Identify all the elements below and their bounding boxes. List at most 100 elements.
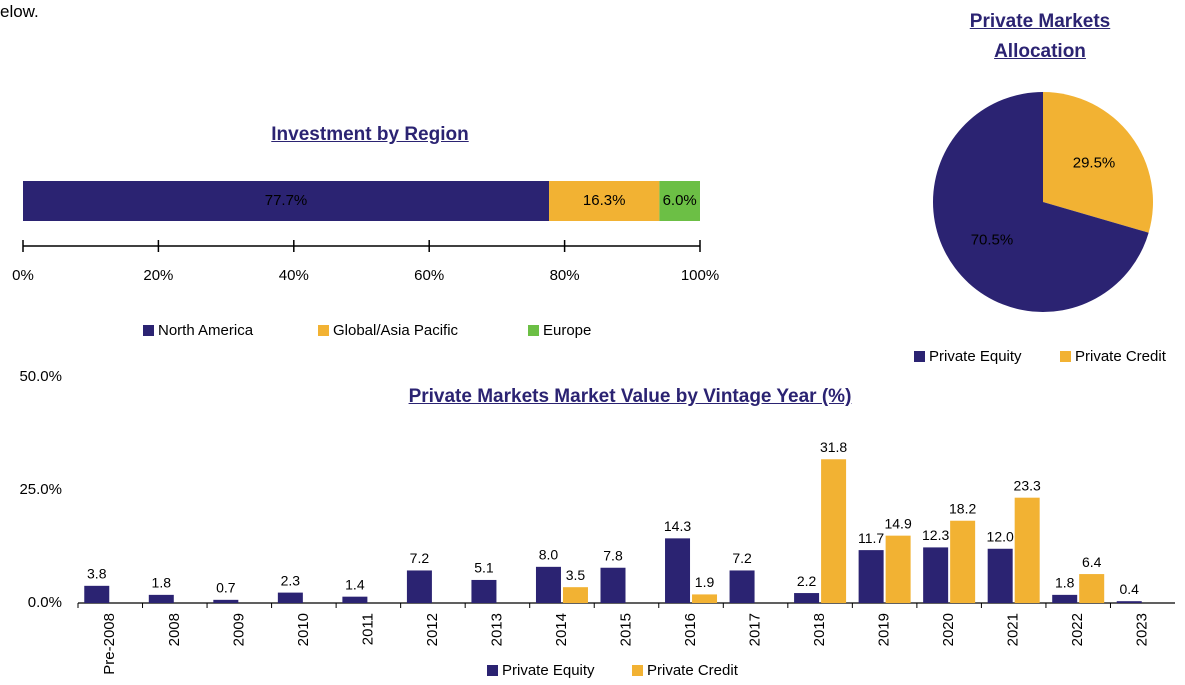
data-label: 7.2 — [410, 550, 430, 566]
x-tick-label: 2011 — [359, 613, 376, 645]
data-label: 12.3 — [922, 527, 949, 543]
x-tick-label: 100% — [681, 267, 719, 284]
data-label: 3.5 — [566, 567, 586, 583]
data-label: 3.8 — [87, 566, 107, 582]
data-label: 1.4 — [345, 576, 365, 592]
data-label: 23.3 — [1014, 477, 1041, 493]
legend-swatch — [632, 665, 643, 676]
x-tick-label: 2010 — [295, 613, 312, 646]
legend-swatch — [143, 325, 154, 336]
x-tick-label: 2022 — [1069, 613, 1086, 646]
x-tick-label: 2021 — [1005, 613, 1022, 646]
x-tick-label: 60% — [414, 267, 444, 284]
bar — [535, 566, 561, 603]
x-tick-label: 2023 — [1134, 613, 1151, 646]
legend-swatch — [528, 325, 539, 336]
data-label: 14.9 — [884, 515, 911, 531]
x-tick-label: 20% — [143, 267, 173, 284]
x-tick-label: 2008 — [166, 613, 183, 646]
data-label: 18.2 — [949, 500, 976, 516]
legend-label: Europe — [543, 322, 591, 339]
legend-label: North America — [158, 322, 254, 339]
x-tick-label: 2013 — [488, 613, 505, 646]
x-tick-label: 2014 — [553, 613, 570, 646]
legend-swatch — [914, 351, 925, 362]
data-label: 2.3 — [281, 572, 301, 588]
data-label: 7.8 — [603, 547, 623, 563]
bar — [562, 587, 588, 603]
bar — [84, 585, 110, 603]
x-tick-label: 2020 — [940, 613, 957, 646]
data-label: 0.4 — [1120, 581, 1140, 597]
x-tick-label: 80% — [550, 267, 580, 284]
data-label: 70.5% — [971, 231, 1014, 248]
data-label: 1.9 — [695, 574, 715, 590]
legend-swatch — [1060, 351, 1071, 362]
x-tick-label: 2016 — [682, 613, 699, 646]
header-text: elow. — [0, 2, 39, 21]
data-label: 8.0 — [539, 547, 559, 563]
bar — [950, 520, 976, 603]
y-tick-label: 0.0% — [28, 594, 62, 611]
data-label: 31.8 — [820, 439, 847, 455]
data-label: 11.7 — [858, 530, 884, 546]
data-label: 1.8 — [152, 575, 172, 591]
bar — [987, 548, 1013, 603]
legend-label: Private Equity — [929, 348, 1022, 365]
data-label: 14.3 — [664, 518, 691, 534]
bar — [858, 550, 884, 603]
bar — [342, 596, 368, 603]
chart-title: Investment by Region — [271, 124, 469, 145]
legend-label: Private Equity — [502, 662, 595, 679]
bar — [821, 459, 847, 603]
x-tick-label: 40% — [279, 267, 309, 284]
data-label: 16.3% — [583, 192, 626, 209]
bar — [1052, 594, 1078, 603]
bar — [729, 570, 755, 603]
x-tick-label: Pre-2008 — [101, 613, 118, 675]
x-tick-label: 2018 — [811, 613, 828, 646]
data-label: 29.5% — [1073, 155, 1116, 172]
y-tick-label: 50.0% — [19, 368, 62, 385]
x-tick-label: 0% — [12, 267, 34, 284]
x-tick-label: 2015 — [617, 613, 634, 646]
bar — [1079, 574, 1105, 603]
bar-segment — [23, 181, 550, 221]
x-tick-label: 2017 — [747, 613, 764, 646]
data-label: 2.2 — [797, 573, 817, 589]
bar — [885, 535, 911, 603]
bar — [406, 570, 432, 603]
bar — [277, 592, 303, 603]
data-label: 1.8 — [1055, 575, 1075, 591]
pie-slice — [1043, 92, 1153, 233]
data-label: 7.2 — [732, 550, 752, 566]
data-label: 6.0% — [663, 192, 697, 209]
chart-title: Private Markets Market Value by Vintage … — [408, 386, 852, 407]
bar-segment — [549, 181, 660, 221]
data-label: 6.4 — [1082, 554, 1102, 570]
legend-swatch — [487, 665, 498, 676]
bar — [1116, 601, 1142, 603]
x-tick-label: 2019 — [876, 613, 893, 646]
bar — [923, 547, 949, 603]
bar — [692, 594, 718, 603]
legend-swatch — [318, 325, 329, 336]
x-tick-label: 2009 — [230, 613, 247, 646]
bar — [213, 599, 239, 603]
data-label: 77.7% — [265, 192, 308, 209]
bar — [471, 579, 497, 603]
legend-label: Private Credit — [1075, 348, 1167, 365]
chart-title: Private Markets Allocation — [969, 11, 1111, 62]
bar — [665, 538, 691, 603]
data-label: 5.1 — [474, 560, 494, 576]
legend-label: Private Credit — [647, 662, 739, 679]
data-label: 12.0 — [987, 528, 1014, 544]
x-tick-label: 2012 — [424, 613, 441, 646]
legend-label: Global/Asia Pacific — [333, 322, 459, 339]
pie-slice — [933, 92, 1149, 312]
bar — [600, 567, 626, 603]
data-label: 0.7 — [216, 580, 236, 596]
y-tick-label: 25.0% — [19, 481, 62, 498]
bar — [148, 594, 174, 603]
